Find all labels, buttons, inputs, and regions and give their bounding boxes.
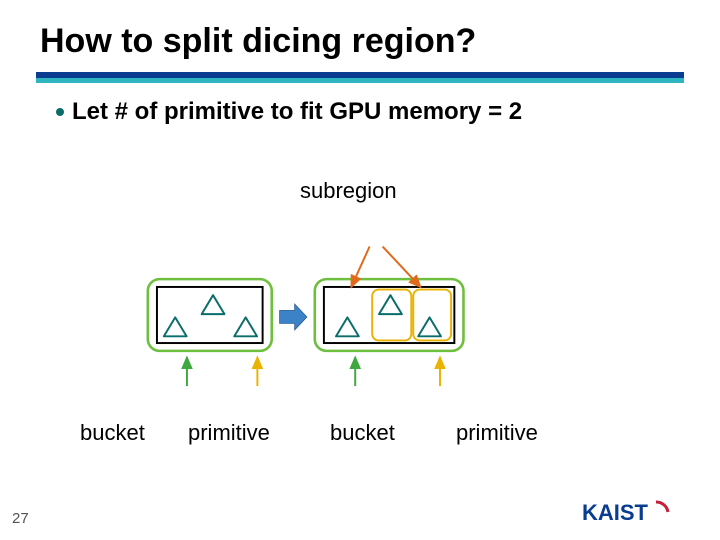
label-primitive-2: primitive <box>456 420 538 446</box>
logo-text: KAIST <box>582 500 649 525</box>
subregion-label: subregion <box>300 178 397 204</box>
slide-title: How to split dicing region? <box>40 22 476 61</box>
bullet-row: Let # of primitive to fit GPU memory = 2 <box>56 98 522 126</box>
rule-bar-bottom <box>36 78 684 83</box>
label-primitive-1: primitive <box>188 420 270 446</box>
kaist-logo: KAIST <box>582 498 702 528</box>
label-bucket-2: bucket <box>330 420 395 446</box>
title-rule <box>36 72 684 83</box>
label-bucket-1: bucket <box>80 420 145 446</box>
logo-accent-icon <box>656 502 668 512</box>
page-number: 27 <box>12 510 29 527</box>
bullet-dot-icon <box>56 108 64 116</box>
label-row: bucket primitive bucket primitive <box>40 420 680 450</box>
slide: How to split dicing region? Let # of pri… <box>0 0 720 540</box>
bullet-text: Let # of primitive to fit GPU memory = 2 <box>72 98 522 126</box>
diagram-svg <box>30 240 670 390</box>
